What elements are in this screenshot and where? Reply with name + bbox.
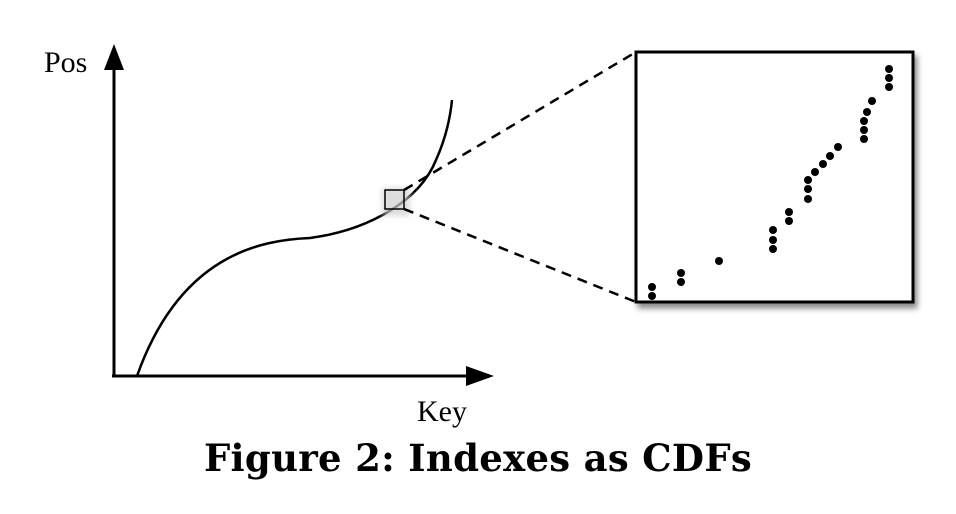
zoom-connector-bottom <box>403 207 637 304</box>
zoom-point <box>804 176 812 184</box>
zoom-point <box>677 269 685 277</box>
zoom-region-highlight <box>382 188 410 216</box>
x-axis-arrow-icon <box>466 366 494 386</box>
zoom-point <box>769 226 777 234</box>
zoom-points <box>648 65 893 300</box>
zoom-point <box>860 126 868 134</box>
x-axis-label: Key <box>417 395 467 428</box>
zoom-point <box>769 245 777 253</box>
zoom-point <box>868 97 876 105</box>
zoom-connector-top <box>403 50 637 192</box>
zoom-point <box>785 208 793 216</box>
y-axis-label: Pos <box>44 46 87 79</box>
zoom-point <box>804 195 812 203</box>
zoom-point <box>811 168 819 176</box>
zoom-point <box>834 143 842 151</box>
zoom-point <box>885 65 893 73</box>
zoom-point <box>769 236 777 244</box>
zoom-point <box>804 185 812 193</box>
zoom-inset-box <box>634 50 915 304</box>
zoom-point <box>885 74 893 82</box>
zoom-point <box>860 135 868 143</box>
zoom-point <box>860 117 868 125</box>
zoom-point <box>648 292 656 300</box>
zoom-point <box>677 278 685 286</box>
zoom-region-box <box>384 189 405 210</box>
zoom-point <box>863 108 871 116</box>
zoom-point <box>885 83 893 91</box>
zoom-point <box>826 152 834 160</box>
zoom-point <box>785 217 793 225</box>
cdf-curve <box>135 99 454 377</box>
zoom-point <box>715 257 723 265</box>
y-axis-arrow-icon <box>104 44 124 70</box>
figure-caption: Figure 2: Indexes as CDFs <box>203 436 753 480</box>
zoom-point <box>648 283 656 291</box>
zoom-point <box>819 160 827 168</box>
